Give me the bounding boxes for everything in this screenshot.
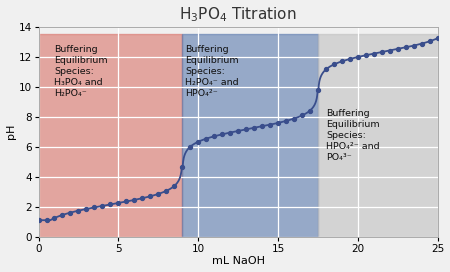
Point: [83, 207, 90, 211]
Point: [434, 36, 441, 40]
Point: [163, 189, 170, 193]
Point: [91, 205, 98, 209]
Point: [338, 59, 346, 63]
Point: [147, 194, 154, 199]
Point: [139, 196, 146, 200]
Point: [131, 198, 138, 202]
Point: [227, 130, 234, 135]
Text: Buffering
Equilibrium
Species:
H₂PO₄⁻ and
HPO₄²⁻: Buffering Equilibrium Species: H₂PO₄⁻ an…: [185, 45, 239, 98]
Point: [234, 129, 242, 133]
Point: [410, 44, 418, 48]
Point: [35, 218, 42, 222]
Point: [283, 119, 290, 123]
Point: [362, 53, 369, 57]
Point: [370, 51, 378, 56]
Point: [179, 164, 186, 169]
Point: [195, 140, 202, 144]
Point: [274, 121, 282, 125]
Bar: [182, 34, 318, 237]
Point: [418, 41, 425, 46]
Point: [187, 144, 194, 149]
Text: Buffering
Equilibrium
Species:
H₃PO₄ and
H₂PO₄⁻: Buffering Equilibrium Species: H₃PO₄ and…: [54, 45, 108, 98]
Point: [75, 209, 82, 213]
Bar: [39, 34, 182, 237]
Text: Buffering
Equilibrium
Species:
HPO₄²⁻ and
PO₄³⁻: Buffering Equilibrium Species: HPO₄²⁻ an…: [326, 109, 380, 162]
Point: [259, 124, 266, 128]
Point: [219, 132, 226, 137]
Point: [123, 199, 130, 204]
Point: [322, 67, 329, 72]
Point: [266, 122, 274, 127]
Point: [202, 137, 210, 141]
Title: H$_3$PO$_4$ Titration: H$_3$PO$_4$ Titration: [180, 5, 297, 24]
Point: [67, 211, 74, 215]
Point: [43, 218, 50, 222]
Y-axis label: pH: pH: [5, 124, 16, 139]
Point: [315, 88, 322, 92]
Point: [59, 213, 66, 217]
Point: [426, 39, 433, 44]
Point: [251, 126, 258, 130]
Point: [346, 57, 354, 61]
Point: [378, 50, 386, 54]
Point: [155, 192, 162, 196]
Bar: [318, 34, 438, 237]
X-axis label: mL NaOH: mL NaOH: [212, 256, 265, 267]
Point: [330, 62, 338, 67]
Point: [115, 201, 122, 205]
Point: [298, 113, 306, 118]
Point: [394, 47, 401, 51]
Point: [354, 55, 361, 59]
Point: [107, 202, 114, 207]
Point: [99, 204, 106, 208]
Point: [290, 116, 297, 121]
Point: [306, 108, 314, 113]
Point: [51, 216, 58, 220]
Point: [211, 134, 218, 138]
Point: [243, 127, 250, 132]
Point: [386, 48, 393, 53]
Point: [402, 45, 410, 50]
Point: [171, 184, 178, 188]
